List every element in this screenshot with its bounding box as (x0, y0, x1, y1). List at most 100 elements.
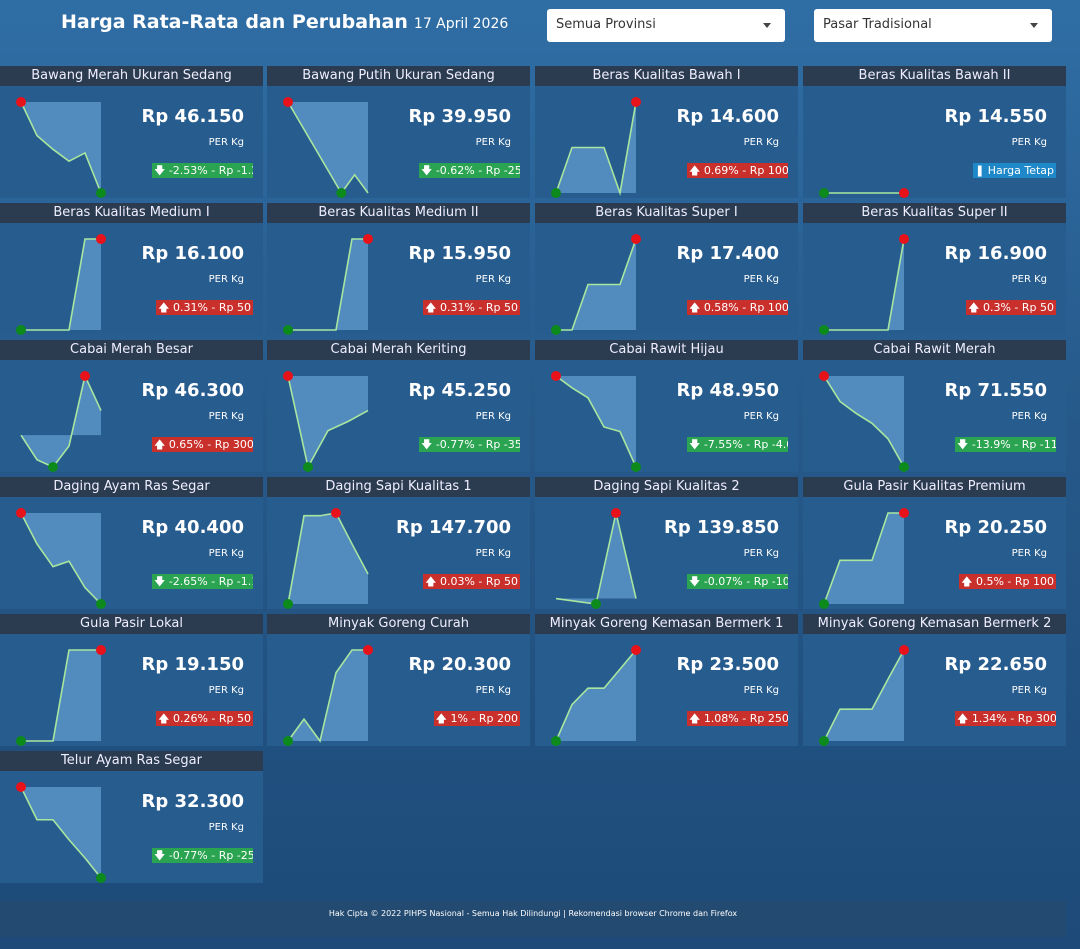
price-card: Daging Ayam Ras Segar Rp 40.400 PER Kg 🡇 -2… (0, 477, 263, 609)
unit: PER Kg (475, 274, 511, 285)
min-dot (551, 188, 561, 198)
max-dot (899, 645, 909, 655)
change-text: 0.03% - Rp 50 (439, 575, 518, 588)
sparkline-line (20, 101, 102, 194)
price-card: Gula Pasir Lokal Rp 19.150 PER Kg 🡅 0.26% -… (0, 614, 263, 746)
change-badge: 🡅 0.26% - Rp 50 (156, 711, 253, 726)
min-dot (283, 599, 293, 609)
price-card: Minyak Goreng Curah Rp 20.300 PER Kg 🡅 1% -… (267, 614, 530, 746)
sparkline-area (556, 376, 636, 467)
price-card: Beras Kualitas Super I Rp 17.400 PER Kg 🡅 0… (535, 203, 798, 335)
price-card: Beras Kualitas Super II Rp 16.900 PER Kg 🡅 … (803, 203, 1066, 335)
min-dot (283, 736, 293, 746)
sparkline-line (287, 101, 369, 195)
price-card: Beras Kualitas Bawah II Rp 14.550 PER Kg ❚ … (803, 66, 1066, 198)
min-dot (551, 736, 561, 746)
card-title: Beras Kualitas Bawah II (803, 66, 1066, 86)
title-text: Harga Rata-Rata dan Perubahan (61, 11, 408, 33)
price-card: Cabai Rawit Hijau Rp 48.950 PER Kg 🡇 -7.55%… (535, 340, 798, 472)
sparkline-line (20, 373, 102, 468)
price: Rp 16.900 (944, 243, 1047, 264)
sparkline-area (824, 376, 904, 467)
max-dot (16, 508, 26, 518)
max-dot (80, 371, 90, 381)
sparkline (819, 234, 909, 335)
price-card: Daging Sapi Kualitas 2 Rp 139.850 PER Kg 🡇 … (535, 477, 798, 609)
max-dot (331, 508, 341, 518)
card-title: Minyak Goreng Curah (267, 614, 530, 634)
change-icon: 🡇 (421, 438, 436, 451)
change-text: 0.3% - Rp 50 (982, 301, 1054, 314)
max-dot (283, 371, 293, 381)
change-icon: 🡅 (689, 712, 704, 725)
price: Rp 23.500 (676, 654, 779, 675)
min-dot (819, 188, 829, 198)
change-icon: 🡅 (689, 164, 704, 177)
change-badge: 🡅 1% - Rp 200 (433, 711, 520, 726)
change-badge: 🡅 1.08% - Rp 250 (687, 711, 788, 726)
max-dot (899, 188, 909, 198)
price: Rp 46.300 (141, 380, 244, 401)
price: Rp 147.700 (396, 517, 511, 538)
change-badge: 🡇 -2.65% - Rp -1.100 (152, 574, 253, 589)
min-dot (819, 736, 829, 746)
min-dot (819, 325, 829, 335)
change-text: 0.31% - Rp 50 (439, 301, 518, 314)
change-text: -0.07% - Rp -100 (703, 575, 788, 588)
sparkline-area (21, 376, 101, 467)
unit: PER Kg (1011, 274, 1047, 285)
price-card: Beras Kualitas Medium II Rp 15.950 PER Kg 🡅… (267, 203, 530, 335)
sparkline-line (287, 649, 368, 743)
unit: PER Kg (743, 685, 779, 696)
change-badge: 🡅 0.65% - Rp 300 (152, 437, 253, 452)
sparkline (20, 371, 102, 472)
price: Rp 14.600 (676, 106, 779, 127)
change-badge: 🡅 0.5% - Rp 100 (959, 574, 1056, 589)
change-text: -13.9% - Rp -11.550 (971, 438, 1056, 451)
change-text: 0.69% - Rp 100 (703, 164, 788, 177)
sparkline-area (21, 787, 101, 878)
max-dot (283, 97, 293, 107)
unit: PER Kg (208, 411, 244, 422)
change-badge: 🡅 0.03% - Rp 50 (423, 574, 520, 589)
sparkline (551, 234, 641, 335)
max-dot (631, 234, 641, 244)
province-select[interactable]: Semua Provinsi (547, 9, 785, 42)
change-icon: 🡅 (689, 301, 704, 314)
price-card: Telur Ayam Ras Segar Rp 32.300 PER Kg 🡇 -0.… (0, 751, 263, 883)
price: Rp 16.100 (141, 243, 244, 264)
max-dot (819, 371, 829, 381)
card-title: Beras Kualitas Medium II (267, 203, 530, 223)
sparkline (555, 508, 637, 609)
price-card: Bawang Putih Ukuran Sedang Rp 39.950 PER K… (267, 66, 530, 198)
change-icon: 🡅 (961, 575, 976, 588)
select-text: Pasar Tradisional (823, 17, 932, 32)
price-card: Minyak Goreng Kemasan Bermerk 2 Rp 22.650… (803, 614, 1066, 746)
min-dot (96, 873, 106, 883)
footer-text: Hak Cipta © 2022 PIHPS Nasional - Semua … (328, 909, 738, 918)
sparkline-area (288, 239, 368, 330)
change-badge: 🡇 -0.77% - Rp -350 (419, 437, 520, 452)
unit: PER Kg (208, 548, 244, 559)
card-title: Cabai Merah Besar (0, 340, 263, 360)
min-dot (551, 325, 561, 335)
unit: PER Kg (743, 274, 779, 285)
sparkline (551, 97, 641, 198)
change-badge: 🡅 0.3% - Rp 50 (966, 300, 1056, 315)
sparkline-area (556, 513, 636, 604)
sparkline-line (287, 375, 369, 470)
change-icon: 🡅 (435, 712, 451, 725)
change-icon: 🡅 (154, 438, 169, 451)
change-text: 0.58% - Rp 100 (703, 301, 788, 314)
price: Rp 14.550 (944, 106, 1047, 127)
change-badge: 🡇 -0.62% - Rp -250 (419, 163, 520, 178)
price: Rp 71.550 (944, 380, 1047, 401)
sparkline-area (21, 102, 101, 193)
market-select[interactable]: Pasar Tradisional (814, 9, 1052, 42)
change-text: 0.31% - Rp 50 (172, 301, 251, 314)
sparkline-line (555, 375, 637, 468)
price: Rp 32.300 (141, 791, 244, 812)
sparkline (283, 234, 373, 335)
card-title: Beras Kualitas Super II (803, 203, 1066, 223)
